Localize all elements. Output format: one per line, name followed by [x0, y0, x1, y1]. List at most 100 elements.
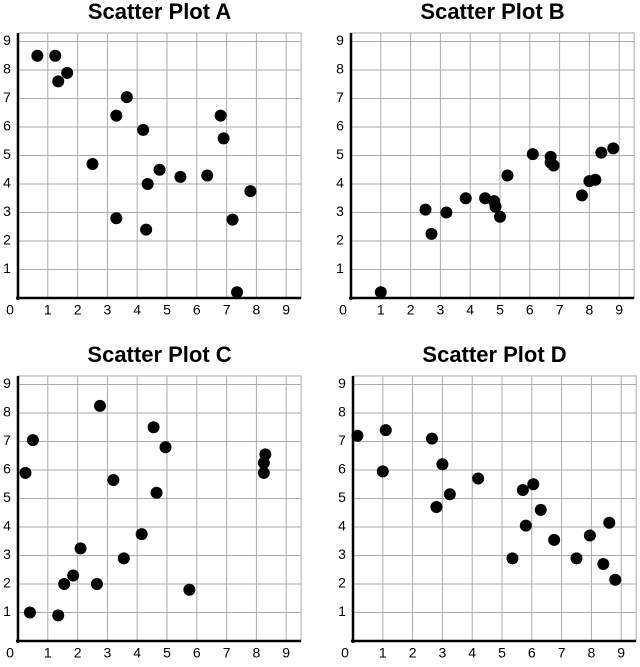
- scatter-point: [61, 66, 74, 79]
- x-tick-label: 7: [223, 645, 231, 661]
- y-tick-label: 4: [336, 175, 344, 191]
- x-tick-label: 7: [556, 302, 564, 318]
- x-tick-label: 8: [588, 645, 596, 661]
- x-tick-label: 5: [163, 645, 171, 661]
- scatter-point: [374, 286, 387, 299]
- y-tick-label: 6: [336, 118, 344, 134]
- scatter-point: [516, 483, 529, 496]
- scatter-point: [376, 465, 389, 478]
- scatter-point: [141, 178, 154, 190]
- scatter-point: [597, 558, 610, 571]
- scatter-point: [259, 448, 272, 461]
- scatter-point: [244, 185, 257, 198]
- scatter-point: [589, 173, 602, 186]
- y-tick-label: 3: [338, 546, 346, 562]
- scatter-point: [110, 109, 123, 122]
- scatter-point: [23, 606, 36, 619]
- scatter-point: [570, 552, 583, 565]
- scatter-point: [425, 227, 438, 240]
- y-tick-label: 5: [336, 146, 344, 162]
- scatter-point: [31, 49, 44, 62]
- plot-frame: [17, 375, 302, 642]
- x-tick-label: 9: [617, 645, 625, 661]
- scatter-point: [93, 399, 106, 412]
- y-tick-label: 7: [3, 432, 11, 448]
- scatter-point: [575, 189, 588, 202]
- x-tick-label: 9: [615, 302, 623, 318]
- scatter-point: [19, 466, 32, 479]
- scatter-point: [90, 578, 103, 590]
- scatter-point: [67, 569, 80, 582]
- scatter-point: [257, 466, 270, 479]
- scatter-point: [231, 286, 244, 299]
- scatter-point: [150, 486, 163, 499]
- y-tick-label: 5: [338, 489, 346, 505]
- scatter-point: [174, 170, 187, 183]
- scatter-point: [217, 132, 230, 145]
- chart-title: Scatter Plot C: [87, 342, 231, 367]
- scatter-point: [140, 223, 153, 236]
- y-tick-label: 6: [338, 461, 346, 477]
- x-tick-label: 3: [439, 645, 447, 661]
- chart-title: Scatter Plot D: [422, 342, 566, 367]
- x-tick-label: 4: [466, 302, 474, 318]
- scatter-point: [440, 206, 453, 219]
- scatter-point: [472, 472, 485, 485]
- scatter-point: [49, 49, 62, 62]
- scatter-point: [201, 169, 214, 182]
- scatter-point: [52, 75, 65, 88]
- y-tick-label: 8: [3, 61, 11, 77]
- x-tick-label: 7: [223, 302, 231, 318]
- scatter-point: [419, 203, 432, 216]
- y-tick-label: 3: [3, 546, 11, 562]
- y-tick-label: 8: [338, 404, 346, 420]
- scatter-point: [120, 91, 133, 104]
- scatter-point: [183, 583, 196, 596]
- scatter-point: [58, 578, 71, 590]
- x-tick-label: 5: [496, 302, 504, 318]
- x-tick-label: 0: [6, 645, 14, 661]
- scatter-point: [351, 429, 364, 442]
- y-tick-label: 6: [3, 118, 11, 134]
- x-tick-label: 4: [133, 645, 141, 661]
- scatter-point: [159, 441, 172, 454]
- y-tick-label: 1: [338, 603, 346, 619]
- y-tick-label: 1: [3, 603, 11, 619]
- x-tick-label: 5: [163, 302, 171, 318]
- y-tick-label: 4: [3, 518, 11, 534]
- y-tick-label: 4: [3, 175, 11, 191]
- x-tick-label: 4: [133, 302, 141, 318]
- x-tick-label: 9: [282, 302, 290, 318]
- scatter-point: [137, 123, 150, 136]
- scatter-point: [526, 148, 539, 161]
- scatter-point: [603, 516, 616, 529]
- y-tick-label: 2: [3, 232, 11, 248]
- x-tick-label: 6: [526, 302, 534, 318]
- x-tick-label: 2: [409, 645, 417, 661]
- y-tick-label: 1: [3, 260, 11, 276]
- scatter-point: [547, 159, 560, 172]
- x-tick-label: 3: [104, 645, 112, 661]
- scatter-point: [534, 503, 547, 516]
- y-tick-label: 2: [336, 232, 344, 248]
- x-tick-label: 3: [437, 302, 445, 318]
- x-tick-label: 1: [44, 645, 52, 661]
- x-tick-label: 4: [468, 645, 476, 661]
- x-tick-label: 1: [377, 302, 385, 318]
- scatter-point: [506, 552, 519, 565]
- scatter-point: [26, 434, 39, 447]
- x-tick-label: 3: [104, 302, 112, 318]
- x-tick-label: 6: [193, 302, 201, 318]
- y-tick-label: 5: [3, 489, 11, 505]
- scatter-point: [436, 458, 449, 471]
- y-tick-label: 6: [3, 461, 11, 477]
- y-tick-label: 5: [3, 146, 11, 162]
- x-tick-label: 0: [341, 645, 349, 661]
- y-tick-label: 9: [3, 375, 11, 391]
- plot-frame: [350, 32, 635, 299]
- x-tick-label: 8: [253, 645, 261, 661]
- scatter-point: [607, 142, 620, 155]
- x-tick-label: 9: [282, 645, 290, 661]
- x-tick-label: 0: [339, 302, 347, 318]
